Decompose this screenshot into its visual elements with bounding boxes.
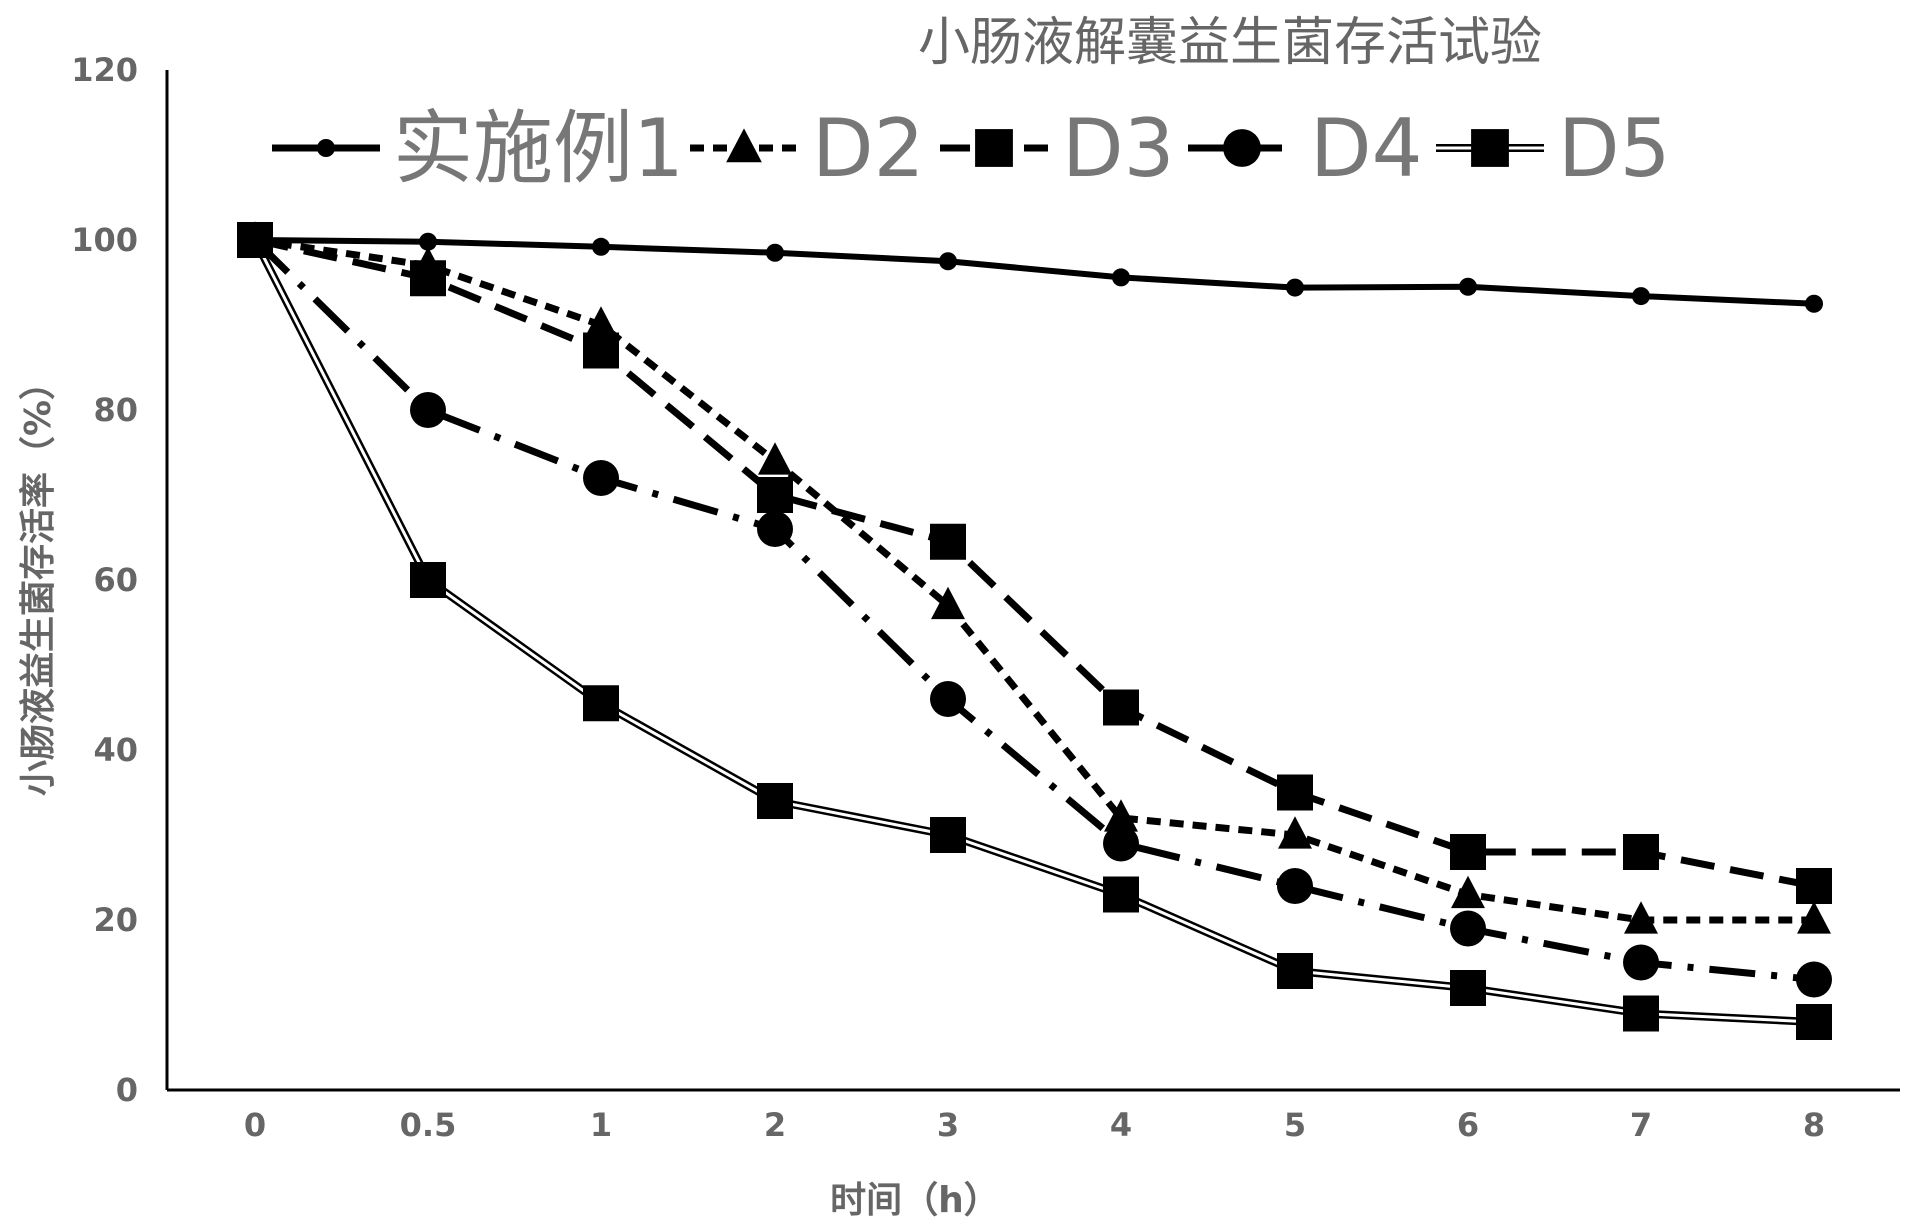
legend-item: D5: [1436, 102, 1671, 195]
x-tick-label: 8: [1803, 1106, 1825, 1144]
legend-item: 实施例1: [272, 102, 684, 195]
x-tick-label: 0: [244, 1106, 266, 1144]
data-point: [1459, 278, 1477, 296]
legend-item: D2: [690, 102, 925, 195]
series-2: [238, 221, 1831, 933]
series-line: [255, 240, 1814, 304]
x-axis-title: 时间（h）: [830, 1180, 1000, 1221]
data-point: [930, 524, 966, 560]
y-tick-label: 80: [93, 391, 138, 429]
data-point: [757, 511, 793, 547]
x-tick-label: 7: [1630, 1106, 1652, 1144]
legend-marker: [1471, 129, 1509, 167]
y-tick-label: 20: [93, 901, 138, 939]
data-point: [766, 244, 784, 262]
chart-title: 小肠液解囊益生菌存活试验: [918, 13, 1542, 73]
legend-marker: [975, 129, 1013, 167]
data-point: [1632, 287, 1650, 305]
data-point: [1623, 945, 1659, 981]
legend-marker: [317, 139, 335, 157]
data-point: [583, 460, 619, 496]
data-point: [410, 562, 446, 598]
data-point: [939, 252, 957, 270]
series-line: [255, 240, 1814, 920]
x-tick-label: 2: [764, 1106, 786, 1144]
data-point: [757, 783, 793, 819]
x-tick-label: 4: [1110, 1106, 1132, 1144]
data-point: [1796, 868, 1832, 904]
data-point: [1278, 816, 1312, 848]
legend-item: D3: [940, 102, 1175, 195]
legend: 实施例1 D2 D3 D4 D5: [272, 102, 1671, 195]
x-tick-label: 5: [1284, 1106, 1306, 1144]
series-5: [237, 222, 1832, 1040]
data-point: [1277, 868, 1313, 904]
series-line: [255, 240, 1814, 1022]
series-line: [255, 240, 1814, 886]
y-tick-label: 0: [116, 1071, 138, 1109]
data-point: [1450, 834, 1486, 870]
y-tick-label: 60: [93, 561, 138, 599]
x-tick-label: 0.5: [400, 1106, 457, 1144]
data-point: [1623, 996, 1659, 1032]
data-point: [1796, 1004, 1832, 1040]
data-point: [1103, 877, 1139, 913]
data-point: [592, 238, 610, 256]
y-axis: 0 20 40 60 80 100 120: [71, 51, 167, 1109]
legend-label: 实施例1: [393, 102, 684, 195]
data-point: [1451, 876, 1485, 908]
data-point: [1450, 911, 1486, 947]
data-point: [1450, 970, 1486, 1006]
series-line-inner: [255, 240, 1814, 1022]
legend-label: D2: [812, 102, 925, 195]
legend-marker: [1223, 129, 1261, 167]
data-point: [1796, 962, 1832, 998]
legend-label: D4: [1310, 102, 1423, 195]
y-tick-label: 100: [71, 221, 138, 259]
y-axis-title: 小肠液益生菌存活率（%）: [18, 364, 59, 796]
data-point: [1103, 690, 1139, 726]
data-point: [758, 442, 792, 474]
data-point: [1805, 295, 1823, 313]
series-3: [237, 222, 1832, 904]
legend-label: D5: [1558, 102, 1671, 195]
data-point: [1277, 953, 1313, 989]
data-point: [246, 231, 264, 249]
data-point: [1286, 279, 1304, 297]
y-tick-label: 120: [71, 51, 138, 89]
data-point: [583, 685, 619, 721]
x-tick-label: 1: [590, 1106, 612, 1144]
data-point: [1623, 834, 1659, 870]
data-point: [419, 233, 437, 251]
legend-label: D3: [1062, 102, 1175, 195]
legend-marker: [726, 128, 762, 162]
plot-series: [237, 221, 1832, 1040]
data-point: [1112, 268, 1130, 286]
data-point: [930, 817, 966, 853]
x-tick-label: 3: [937, 1106, 959, 1144]
data-point: [757, 477, 793, 513]
x-tick-label: 6: [1457, 1106, 1479, 1144]
x-axis: 0 0.5 1 2 3 4 5 6 7 8: [167, 1090, 1900, 1144]
legend-item: D4: [1188, 102, 1423, 195]
y-tick-label: 40: [93, 731, 138, 769]
data-point: [1277, 775, 1313, 811]
series-1: [246, 231, 1823, 313]
data-point: [410, 392, 446, 428]
data-point: [930, 681, 966, 717]
